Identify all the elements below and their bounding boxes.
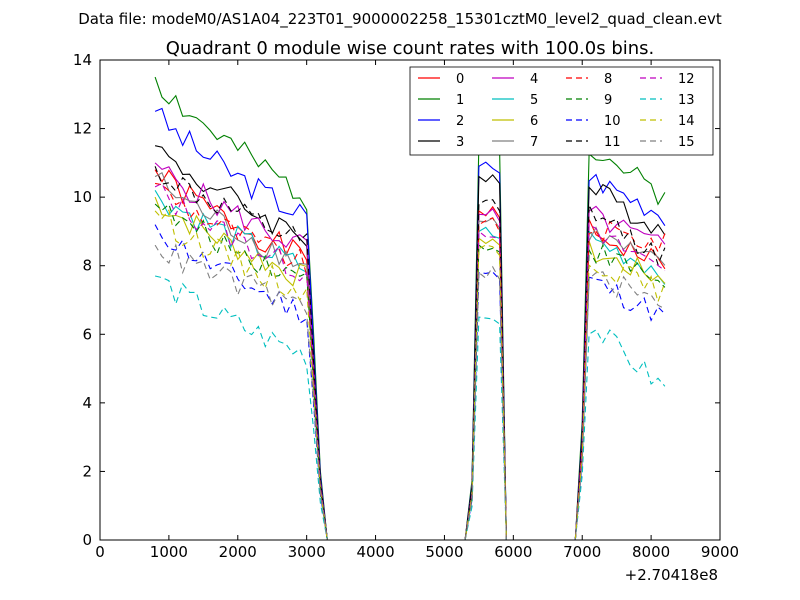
series-line-13 xyxy=(154,275,666,541)
legend-label-0: 0 xyxy=(456,72,464,87)
x-tick-label: 9000 xyxy=(701,543,739,561)
legend-label-13: 13 xyxy=(678,93,695,108)
y-tick-label: 10 xyxy=(73,188,92,206)
suptitle: Data file: modeM0/AS1A04_223T01_90000022… xyxy=(78,10,722,29)
chart-title: Quadrant 0 module wise count rates with … xyxy=(166,38,655,59)
x-tick-label: 7000 xyxy=(563,543,601,561)
series-line-8 xyxy=(154,182,666,541)
series-line-12 xyxy=(154,182,666,541)
legend-label-12: 12 xyxy=(678,72,695,87)
x-offset-label: +2.70418e8 xyxy=(625,566,718,584)
x-tick-label: 4000 xyxy=(356,543,394,561)
y-tick-label: 12 xyxy=(73,120,92,138)
plot-border xyxy=(99,59,721,541)
x-tick-label: 8000 xyxy=(632,543,670,561)
legend-label-14: 14 xyxy=(678,114,695,129)
legend-label-7: 7 xyxy=(530,135,538,150)
y-tick-label: 2 xyxy=(82,462,92,480)
legend-label-9: 9 xyxy=(604,93,612,108)
series-line-9 xyxy=(154,203,666,541)
series-line-11 xyxy=(154,166,666,541)
series-line-2 xyxy=(154,107,666,541)
legend-box xyxy=(409,66,714,156)
legend-label-1: 1 xyxy=(456,93,464,108)
series-layer xyxy=(154,76,666,541)
legend-label-6: 6 xyxy=(530,114,538,129)
legend-label-5: 5 xyxy=(530,93,538,108)
legend-label-3: 3 xyxy=(456,135,464,150)
series-line-1 xyxy=(154,76,666,541)
y-tick-label: 6 xyxy=(82,325,92,343)
y-tick-label: 14 xyxy=(73,51,92,69)
x-tick-label: 0 xyxy=(95,543,105,561)
legend-label-15: 15 xyxy=(678,135,695,150)
legend-label-4: 4 xyxy=(530,72,538,87)
x-axis: 0 1000 2000 3000 4000 5000 6000 7000 8000 9000 xyxy=(95,60,739,561)
series-line-4 xyxy=(154,162,666,541)
series-line-14 xyxy=(154,208,666,541)
x-tick-label: 6000 xyxy=(494,543,532,561)
legend-label-8: 8 xyxy=(604,72,612,87)
x-tick-label: 1000 xyxy=(150,543,188,561)
x-tick-label: 5000 xyxy=(425,543,463,561)
y-tick-label: 4 xyxy=(82,394,92,412)
y-tick-label: 8 xyxy=(82,257,92,275)
y-tick-label: 0 xyxy=(82,531,92,549)
series-line-15 xyxy=(154,243,666,541)
legend-label-2: 2 xyxy=(456,114,464,129)
legend-label-11: 11 xyxy=(604,135,621,150)
legend-label-10: 10 xyxy=(604,114,621,129)
x-tick-label: 3000 xyxy=(288,543,326,561)
x-tick-label: 2000 xyxy=(219,543,257,561)
